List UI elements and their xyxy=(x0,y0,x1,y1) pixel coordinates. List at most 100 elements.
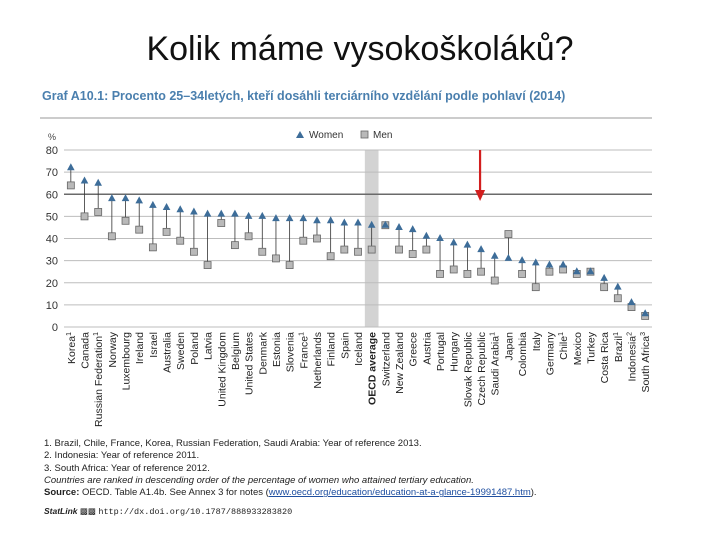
x-category-label: Netherlands xyxy=(312,332,324,389)
x-category-label: Austria xyxy=(421,332,433,365)
statlink: StatLink ▩▩ http://dx.doi.org/10.1787/88… xyxy=(44,506,292,517)
men-point xyxy=(135,225,144,234)
women-point xyxy=(94,178,102,186)
men-point xyxy=(176,236,185,245)
women-point xyxy=(600,273,608,281)
women-point xyxy=(504,253,513,261)
x-category-label: Mexico xyxy=(572,332,584,365)
men-point xyxy=(258,247,267,256)
men-point xyxy=(107,232,116,241)
women-point xyxy=(614,282,622,290)
x-category-label: Belgium xyxy=(230,332,242,370)
men-point xyxy=(326,252,335,261)
men-point xyxy=(148,243,157,252)
x-category-label: Chile1 xyxy=(558,332,570,360)
x-category-label: United Kingdom xyxy=(216,332,228,407)
x-category-label: Saudi Arabia1 xyxy=(490,332,502,396)
y-tick-label: 20 xyxy=(46,278,58,290)
women-point xyxy=(436,234,444,241)
x-category-label: Slovak Republic xyxy=(462,332,474,407)
x-category-label: Japan xyxy=(503,332,515,361)
women-point xyxy=(586,267,595,275)
women-point xyxy=(627,298,636,306)
x-category-label: New Zealand xyxy=(394,332,406,394)
source-end: ). xyxy=(530,487,537,499)
x-category-label: Czech Republic xyxy=(476,332,488,406)
x-category-label: Slovenia xyxy=(285,332,297,372)
women-point xyxy=(108,194,116,202)
x-category-label: Israel xyxy=(148,332,160,358)
women-point xyxy=(299,214,308,222)
slide-title: Kolik máme vysokoškoláků? xyxy=(146,30,574,68)
x-category-label: Italy xyxy=(531,331,543,351)
men-point xyxy=(422,245,431,254)
footnote-3: 3. South Africa: Year of reference 2012. xyxy=(44,462,210,474)
women-point xyxy=(121,194,130,202)
x-category-label: Indonesia2 xyxy=(626,332,638,382)
men-point xyxy=(299,236,308,245)
men-point xyxy=(66,181,75,190)
men-point xyxy=(477,267,485,276)
men-point xyxy=(340,245,349,254)
women-point xyxy=(80,176,89,184)
x-category-label: Poland xyxy=(189,332,201,365)
x-category-label: Denmark xyxy=(257,331,269,374)
men-point xyxy=(367,245,376,254)
men-point xyxy=(613,294,622,303)
source-label: Source: xyxy=(44,487,80,499)
women-point xyxy=(463,240,472,248)
statlink-url[interactable]: http://dx.doi.org/10.1787/888933283820 xyxy=(98,507,293,517)
x-category-label: Russian Federation1 xyxy=(93,332,105,427)
women-point xyxy=(231,209,239,217)
men-point xyxy=(395,245,403,254)
legend-men-label: Men xyxy=(373,130,392,141)
men-point xyxy=(449,265,458,274)
women-point xyxy=(67,163,75,171)
footnote-1: 1. Brazil, Chile, France, Korea, Russian… xyxy=(44,438,422,449)
women-point xyxy=(340,218,349,226)
men-point xyxy=(504,230,513,238)
women-point xyxy=(518,256,526,264)
women-point xyxy=(258,211,267,219)
men-point xyxy=(408,250,417,258)
women-point xyxy=(272,214,280,222)
men-point xyxy=(463,269,472,278)
statlink-logo: StatLink xyxy=(44,506,78,516)
women-point xyxy=(477,245,485,253)
women-point xyxy=(135,196,144,204)
y-tick-label: 70 xyxy=(46,167,58,179)
x-category-label: Turkey xyxy=(585,331,597,363)
x-category-label: Sweden xyxy=(175,332,187,370)
women-point xyxy=(490,251,499,259)
men-point xyxy=(162,227,171,236)
women-point xyxy=(641,309,649,317)
statlink-icon: ▩▩ xyxy=(79,506,96,516)
y-tick-label: 80 xyxy=(46,145,58,157)
men-point xyxy=(518,269,526,278)
x-category-label: Switzerland xyxy=(380,332,392,386)
x-category-label: OECD average xyxy=(367,332,379,405)
women-point xyxy=(285,214,294,222)
x-category-label: Spain xyxy=(339,332,351,359)
men-point xyxy=(285,261,294,269)
y-tick-label: 40 xyxy=(46,234,58,246)
y-tick-label: 0 xyxy=(52,322,58,334)
women-point xyxy=(326,216,335,224)
x-category-label: Australia xyxy=(162,332,174,373)
x-category-label: Korea1 xyxy=(66,332,78,364)
women-point xyxy=(422,231,431,239)
source-link[interactable]: www.oecd.org/education/education-at-a-gl… xyxy=(268,487,531,499)
women-point xyxy=(244,211,253,219)
x-category-label: Canada xyxy=(80,332,92,369)
highlight-arrow-head xyxy=(475,190,486,201)
men-point xyxy=(217,219,226,227)
men-point xyxy=(244,232,253,241)
legend-women-marker xyxy=(296,131,304,138)
source-text: OECD. Table A1.4b. See Annex 3 for notes… xyxy=(79,487,269,499)
x-category-label: Norway xyxy=(107,331,119,367)
chart-title: Graf A10.1: Procento 25–34letých, kteří … xyxy=(42,89,566,103)
men-point xyxy=(354,247,362,256)
men-point xyxy=(272,254,280,263)
x-category-label: Colombia xyxy=(517,332,529,377)
